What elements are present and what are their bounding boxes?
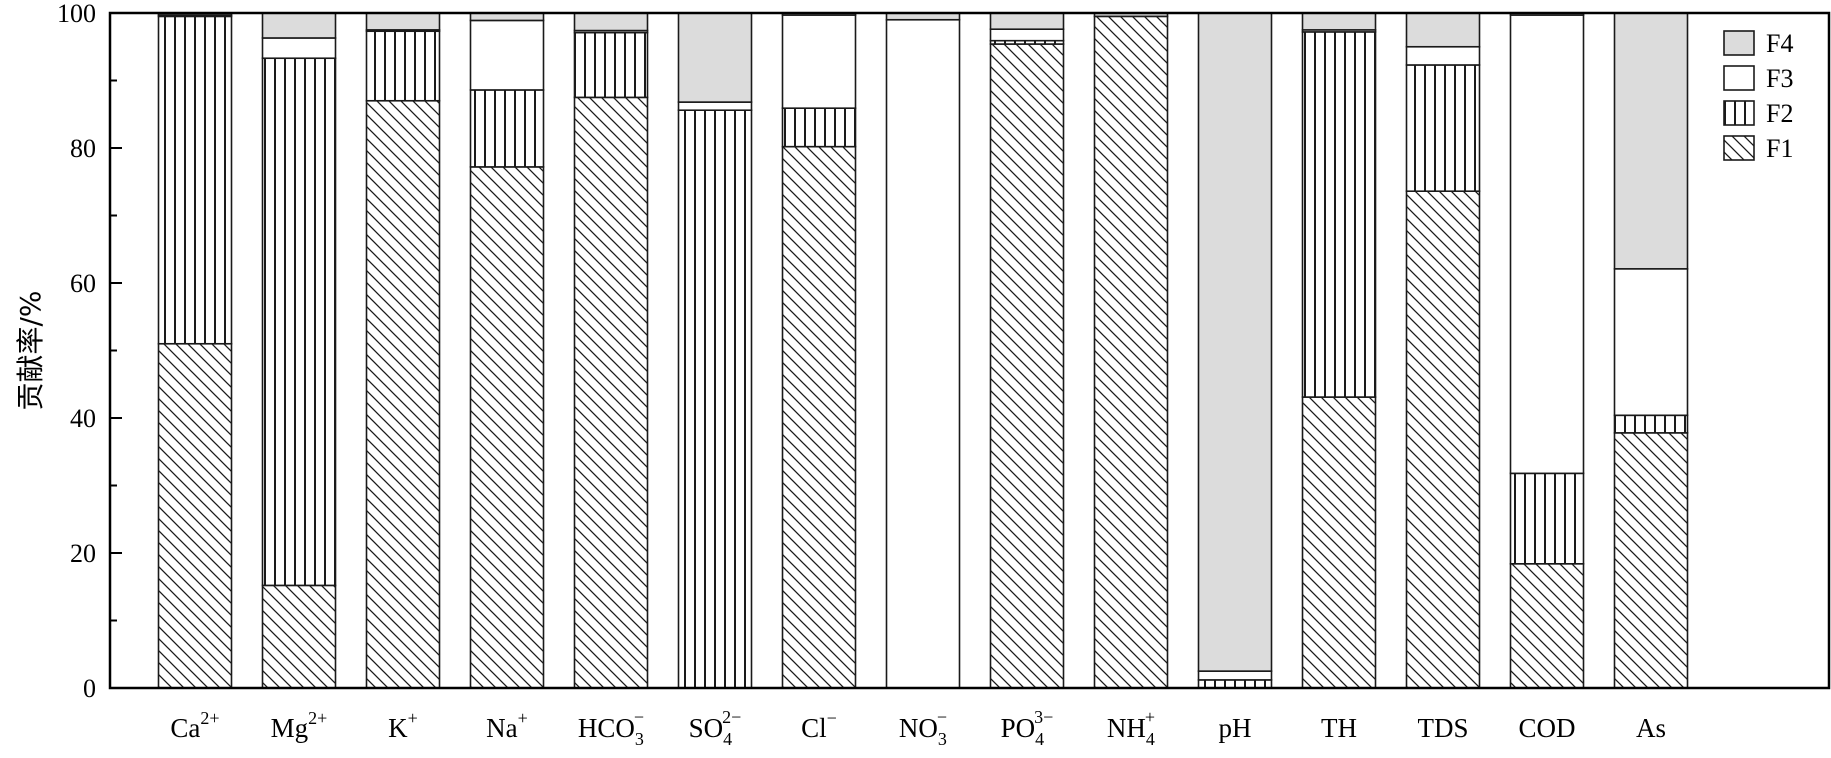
bar-segment-f1: [573, 96, 649, 689]
bar-segment-f1: [469, 166, 545, 689]
bar-segment-f3: [261, 37, 337, 60]
bar-group: [365, 12, 441, 689]
bar-segment-f1: [1509, 562, 1585, 689]
bar-group: [1301, 12, 1377, 689]
bar-segment-f3: [781, 14, 857, 109]
legend-swatch: [1723, 135, 1755, 161]
y-axis-label: 贡献率/%: [14, 290, 47, 410]
bar-segment-f4: [573, 12, 649, 32]
legend: F4 F3 F2 F1: [1723, 29, 1793, 163]
bar-segment-f3: [885, 18, 961, 689]
x-tick-label: Mg2+: [271, 708, 328, 743]
bar-segment-f1: [1093, 15, 1169, 689]
y-tick-label: 20: [70, 539, 96, 568]
bar-group: [469, 12, 545, 689]
bar-segment-f2: [677, 109, 753, 689]
bar-group: [1093, 12, 1169, 689]
bar-segment-f3: [677, 101, 753, 111]
x-tick-label: Cl−: [801, 708, 837, 743]
bar-group: [677, 12, 753, 689]
bar-segment-f1: [157, 342, 233, 689]
x-tick-label: NH4+: [1107, 707, 1155, 749]
bar-segment-f2: [1405, 64, 1481, 192]
bars-layer: [157, 12, 1689, 689]
y-tick-label: 0: [83, 674, 96, 703]
bar-segment-f2: [1301, 31, 1377, 398]
bar-segment-f2: [261, 57, 337, 587]
bar-segment-f4: [1197, 12, 1273, 672]
legend-label: F1: [1766, 134, 1793, 163]
bar-segment-f1: [1405, 190, 1481, 689]
bar-segment-f3: [1405, 45, 1481, 66]
y-tick-label: 40: [70, 404, 96, 433]
legend-swatch: [1723, 65, 1755, 91]
x-tick-label: As: [1636, 713, 1666, 743]
y-tick-label: 100: [57, 0, 96, 28]
bar-group: [781, 12, 857, 689]
x-tick-label: K+: [388, 708, 418, 743]
legend-item-f1: F1: [1723, 134, 1793, 163]
axes-layer: 0 20 40 60 80 100 贡献率/% Ca2+ Mg2+ K+ Na+ HCO3− SO42−…: [14, 0, 1831, 749]
bar-segment-f1: [989, 43, 1065, 689]
bar-segment-f2: [157, 15, 233, 345]
bar-segment-f2: [1509, 472, 1585, 565]
bar-segment-f1: [1613, 432, 1689, 689]
bar-segment-f2: [469, 89, 545, 168]
legend-item-f4: F4: [1723, 29, 1793, 58]
bar-group: [989, 12, 1065, 689]
bar-segment-f4: [365, 12, 441, 31]
bar-segment-f1: [1301, 396, 1377, 689]
y-tick-label: 80: [70, 134, 96, 163]
bar-group: [157, 12, 233, 689]
bar-segment-f3: [1509, 14, 1585, 475]
bar-segment-f4: [261, 12, 337, 39]
x-tick-label: SO42−: [689, 707, 742, 749]
bar-segment-f3: [1197, 670, 1273, 681]
x-tick-label: TH: [1321, 713, 1357, 743]
legend-item-f3: F3: [1723, 64, 1793, 93]
x-tick-label: COD: [1518, 713, 1575, 743]
x-tick-label: PO43−: [1001, 707, 1054, 749]
x-tick-label: Ca2+: [170, 708, 219, 743]
bar-group: [1509, 12, 1585, 689]
legend-item-f2: F2: [1723, 99, 1793, 128]
x-tick-label: HCO3−: [578, 707, 644, 749]
bar-segment-f2: [365, 30, 441, 102]
bar-segment-f3: [1613, 268, 1689, 417]
bar-segment-f3: [469, 19, 545, 91]
bar-segment-f2: [573, 31, 649, 99]
bar-segment-f1: [781, 145, 857, 689]
bar-group: [1197, 12, 1273, 689]
bar-segment-f1: [261, 584, 337, 689]
bar-segment-f4: [677, 12, 753, 103]
bar-segment-f4: [1613, 12, 1689, 270]
bar-segment-f4: [1301, 12, 1377, 31]
x-tick-label: NO3−: [899, 707, 947, 749]
legend-swatch: [1723, 100, 1755, 126]
legend-label: F4: [1766, 29, 1793, 58]
bar-group: [261, 12, 337, 689]
bar-group: [1613, 12, 1689, 689]
bar-group: [1405, 12, 1481, 689]
legend-label: F2: [1766, 99, 1793, 128]
legend-label: F3: [1766, 64, 1793, 93]
legend-swatch: [1723, 30, 1755, 56]
x-tick-label: Na+: [486, 708, 528, 743]
bar-group: [885, 12, 961, 689]
bar-segment-f1: [365, 99, 441, 689]
bar-group: [573, 12, 649, 689]
y-tick-label: 60: [70, 269, 96, 298]
x-tick-label: TDS: [1417, 713, 1468, 743]
bar-segment-f4: [1405, 12, 1481, 48]
bar-segment-f2: [1613, 414, 1689, 434]
bar-segment-f3: [989, 28, 1065, 42]
x-tick-label: pH: [1219, 713, 1252, 743]
bar-segment-f4: [989, 12, 1065, 31]
bar-segment-f2: [781, 107, 857, 148]
